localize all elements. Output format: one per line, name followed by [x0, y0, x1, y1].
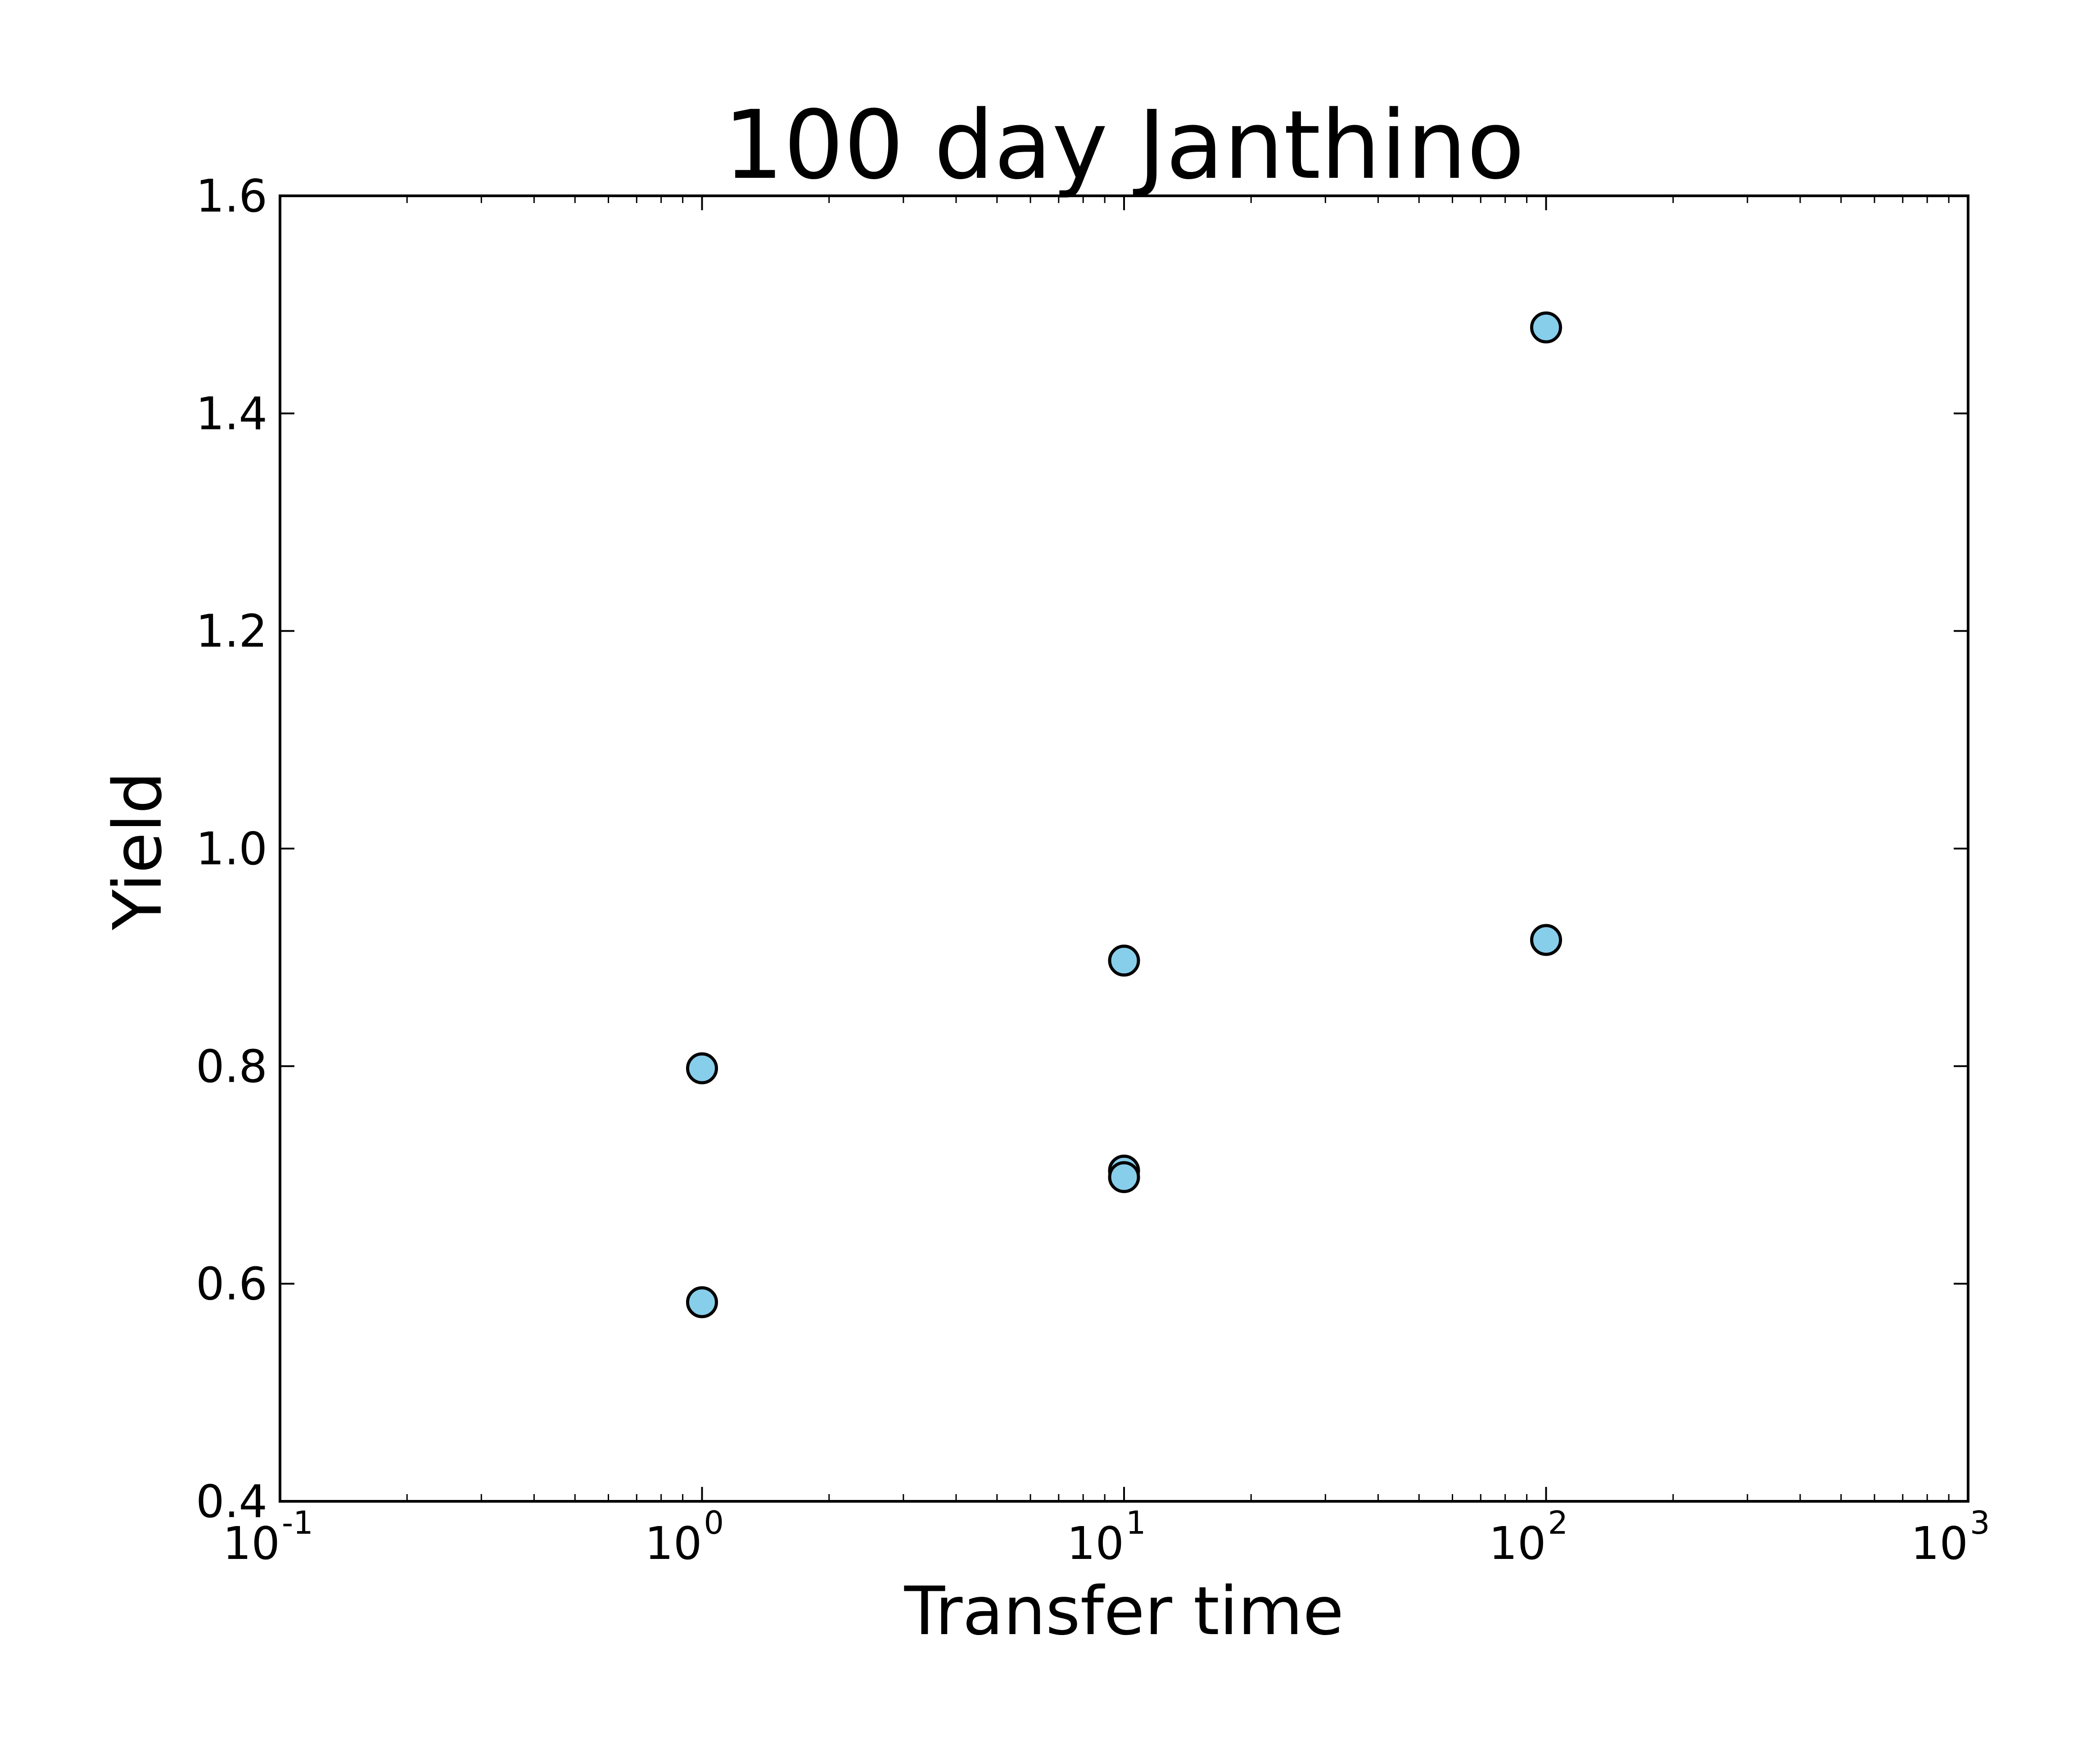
x-tick-exponent: 3 — [1970, 1504, 1990, 1541]
y-tick-label: 0.6 — [196, 1258, 267, 1310]
data-point — [1108, 944, 1140, 977]
y-tick-label: 1.2 — [196, 605, 267, 658]
y-tick-label: 1.4 — [196, 387, 267, 440]
x-tick-label: 10 — [1489, 1517, 1546, 1570]
x-tick-label: 10 — [223, 1517, 280, 1570]
x-tick-exponent: -1 — [282, 1504, 313, 1541]
data-point — [1530, 311, 1562, 343]
data-points — [686, 311, 1562, 1319]
x-tick-label: 10 — [645, 1517, 702, 1570]
y-axis-label: Yield — [99, 772, 176, 930]
y-tick-label: 0.8 — [196, 1040, 267, 1093]
chart-title: 100 day Janthino — [723, 90, 1525, 200]
y-tick-label: 0.4 — [196, 1475, 267, 1528]
data-point — [686, 1286, 718, 1319]
x-tick-label: 10 — [1911, 1517, 1968, 1570]
x-axis-label: Transfer time — [904, 1572, 1344, 1650]
x-tick-exponent: 1 — [1126, 1504, 1146, 1541]
data-point — [1530, 924, 1562, 956]
data-point — [686, 1052, 718, 1084]
x-tick-exponent: 2 — [1548, 1504, 1568, 1541]
x-tick-exponent: 0 — [704, 1504, 724, 1541]
y-tick-label: 1.6 — [196, 170, 267, 222]
plot-area-frame — [279, 194, 1969, 1503]
axis-ticks: 0.40.60.81.01.21.41.610 -1 10 0 10 1 10 2 10 3 — [196, 170, 1990, 1570]
x-tick-label: 10 — [1067, 1517, 1124, 1570]
y-tick-label: 1.0 — [196, 822, 267, 875]
data-point — [1108, 1161, 1140, 1193]
